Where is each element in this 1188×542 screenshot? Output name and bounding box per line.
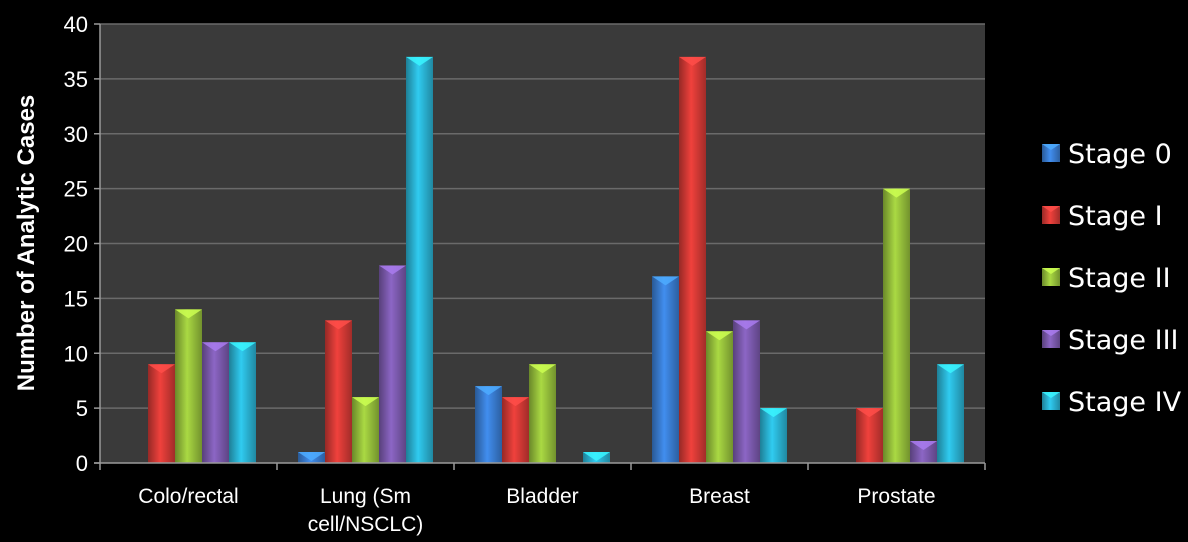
- bar-cap: [706, 331, 733, 341]
- bar-cap: [733, 320, 760, 330]
- y-tick-label: 40: [64, 12, 88, 37]
- bar-stage-ii: [529, 364, 556, 463]
- legend-swatch-cap: [1042, 392, 1060, 398]
- bar-stage-ii: [883, 188, 910, 463]
- bar-cap: [760, 408, 787, 418]
- legend-swatch: [1042, 392, 1060, 410]
- bar-cap: [529, 364, 556, 374]
- bar-stage-i: [148, 364, 175, 463]
- y-tick-label: 30: [64, 122, 88, 147]
- y-tick-label: 0: [76, 451, 88, 476]
- legend-swatch: [1042, 206, 1060, 224]
- bar-cap: [352, 397, 379, 407]
- bar-cap: [502, 397, 529, 407]
- bar-stage-iv: [760, 408, 787, 463]
- legend: Stage 0 Stage I Stage II Stage III Stage IV: [1042, 139, 1182, 418]
- axis-labels: 0 5 10 15 20 25 30 35 40 Colo/rectal Lung (Sm cell/…: [64, 12, 936, 536]
- bar-stage-i: [856, 408, 883, 463]
- bar-stage-iv: [229, 342, 256, 463]
- bar-cap: [583, 452, 610, 462]
- x-tick-label: Breast: [689, 485, 750, 508]
- legend-label: Stage I: [1068, 201, 1163, 232]
- bar-cap: [652, 276, 679, 286]
- legend-label: Stage 0: [1068, 139, 1172, 170]
- bar-cap: [679, 56, 706, 66]
- bar-stage-iii: [733, 320, 760, 463]
- y-tick-label: 20: [64, 232, 88, 257]
- bar-cap: [856, 408, 883, 418]
- legend-swatch-cap: [1042, 144, 1060, 150]
- bar-cap: [298, 452, 325, 462]
- y-tick-label: 10: [64, 341, 88, 366]
- y-tick-label: 15: [64, 286, 88, 311]
- legend-swatch-cap: [1042, 268, 1060, 274]
- axes: [94, 24, 986, 470]
- bar-stage-i: [502, 397, 529, 463]
- x-tick-label: Lung (Sm: [320, 485, 411, 508]
- bar-stage-i: [325, 320, 352, 463]
- legend-swatch-cap: [1042, 206, 1060, 212]
- bar-cap: [229, 342, 256, 352]
- x-tick-label: Colo/rectal: [138, 485, 238, 508]
- legend-swatch-cap: [1042, 330, 1060, 336]
- legend-swatch: [1042, 330, 1060, 348]
- y-tick-label: 25: [64, 177, 88, 202]
- bar-stage-iii: [379, 265, 406, 463]
- bars: [148, 56, 964, 464]
- bar-cap: [325, 320, 352, 330]
- bar-cap: [175, 309, 202, 319]
- bar-stage-ii: [175, 309, 202, 463]
- bar-cap: [148, 364, 175, 374]
- bar-stage-0: [652, 276, 679, 463]
- x-tick-label: cell/NSCLC): [308, 513, 424, 536]
- bar-stage-ii: [352, 397, 379, 463]
- y-axis-title: Number of Analytic Cases: [13, 95, 40, 392]
- legend-label: Stage II: [1068, 263, 1171, 294]
- legend-swatch: [1042, 144, 1060, 162]
- bar-cap: [910, 441, 937, 451]
- bar-cap: [937, 364, 964, 374]
- x-tick-label: Prostate: [857, 485, 935, 508]
- bar-cap: [379, 265, 406, 275]
- bar-stage-iii: [910, 441, 937, 463]
- bar-stage-iii: [202, 342, 229, 463]
- legend-label: Stage III: [1068, 325, 1179, 356]
- bar-stage-i: [679, 56, 706, 464]
- bar-cap: [406, 56, 433, 66]
- x-tick-label: Bladder: [506, 485, 578, 508]
- legend-swatch: [1042, 268, 1060, 286]
- y-tick-label: 5: [76, 396, 88, 421]
- bar-stage-iv: [937, 364, 964, 463]
- legend-label: Stage IV: [1068, 387, 1182, 418]
- y-tick-label: 35: [64, 67, 88, 92]
- bar-cap: [202, 342, 229, 352]
- bar-cap: [883, 188, 910, 198]
- bar-stage-iv: [406, 56, 433, 464]
- bar-stage-ii: [706, 331, 733, 463]
- bar-stage-0: [475, 386, 502, 463]
- bar-cap: [475, 386, 502, 396]
